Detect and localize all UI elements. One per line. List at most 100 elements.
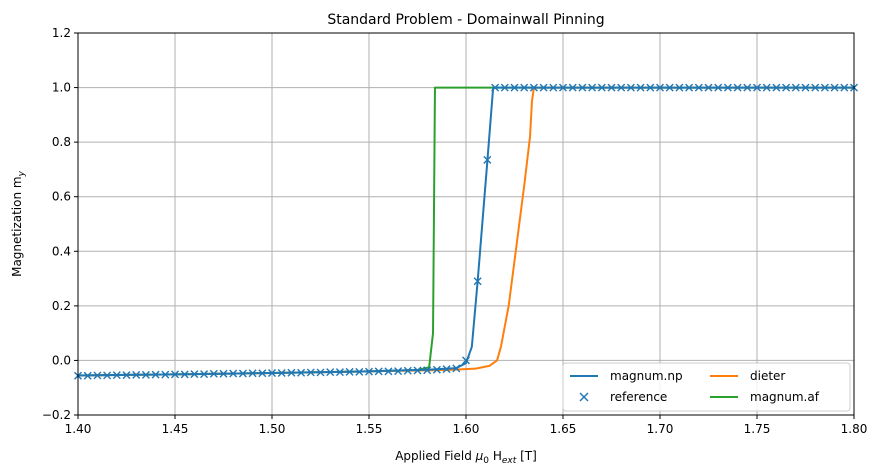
y-tick-label: 1.0 [52,81,71,95]
x-tick-label: 1.80 [841,422,868,436]
y-axis: −0.2 0.0 0.2 0.4 0.6 0.8 1.0 1.2 [42,26,78,422]
reference-marker [483,155,492,164]
y-tick-label: 0.4 [52,244,71,258]
plot-frame [77,32,855,416]
reference-marker [355,367,364,376]
reference-marker [529,83,538,92]
reference-marker [559,83,567,92]
reference-marker [462,356,470,365]
reference-marker [549,83,558,92]
reference-marker [539,83,548,92]
x-tick-label: 1.50 [259,422,286,436]
reference-marker [626,83,635,92]
reference-marker [753,83,761,92]
reference-marker [500,83,509,92]
reference-marker [694,83,703,92]
reference-marker [782,83,791,92]
chart-title: Standard Problem - Domainwall Pinning [327,12,604,28]
legend-box [562,362,851,412]
x-tick-label: 1.65 [550,422,577,436]
reference-marker [723,83,732,92]
reference-marker [607,83,616,92]
reference-marker [840,83,849,92]
reference-marker [811,83,820,92]
y-tick-label: −0.2 [42,408,71,422]
reference-marker [190,370,199,379]
reference-marker [762,83,771,92]
legend-label: dieter [750,369,785,383]
reference-marker [636,83,645,92]
reference-marker [287,368,296,377]
reference-marker [171,370,179,379]
y-tick-label: 1.2 [52,26,71,40]
legend-label: magnum.np [610,369,683,383]
reference-marker [675,83,684,92]
reference-marker [656,83,664,92]
reference-marker [219,369,228,378]
reference-marker [578,83,587,92]
reference-marker [568,83,577,92]
legend-label: magnum.af [750,390,820,404]
y-tick-label: 0.6 [52,190,71,204]
reference-marker [297,368,306,377]
reference-marker [141,370,150,379]
reference-marker [335,368,344,377]
legend-swatch [579,392,589,402]
reference-marker [423,366,432,375]
reference-marker [617,83,626,92]
reference-marker [238,369,247,378]
reference-marker [791,83,800,92]
reference-marker [685,83,694,92]
x-tick-label: 1.75 [744,422,771,436]
y-tick-label: 0.0 [52,353,71,367]
reference-marker [384,367,393,376]
reference-marker [112,371,121,380]
plot-area [74,83,858,380]
reference-marker [432,365,441,374]
reference-marker [413,366,422,375]
reference-marker [200,370,209,379]
series-line-magnum-np [77,86,854,377]
reference-marker [374,367,383,376]
x-axis-label: Applied Field μ0 Hext [T] [395,449,537,466]
reference-marker [801,83,810,92]
reference-marker [248,369,257,378]
reference-marker [151,370,160,379]
reference-marker [258,369,267,378]
y-axis-label: Magnetization my [10,170,27,277]
reference-marker [345,367,354,376]
reference-marker [365,367,373,376]
reference-marker [93,371,102,380]
reference-marker [277,368,286,377]
legend: magnum.np reference dieter magnum.af [562,362,851,412]
reference-marker [714,83,723,92]
reference-marker [743,83,752,92]
reference-marker [122,371,131,380]
reference-marker [665,83,674,92]
x-axis: 1.40 1.45 1.50 1.55 1.60 1.65 1.70 1.75 1.80 [65,415,868,436]
reference-marker [316,368,325,377]
reference-marker [403,366,412,375]
reference-marker [326,368,335,377]
reference-marker [704,83,713,92]
reference-marker [510,83,519,92]
x-tick-label: 1.45 [162,422,189,436]
reference-marker [394,367,403,376]
x-tick-label: 1.70 [647,422,674,436]
reference-marker [588,83,597,92]
reference-marker [161,370,170,379]
reference-marker [520,83,529,92]
y-tick-label: 0.2 [52,299,71,313]
reference-marker [646,83,655,92]
reference-marker [83,371,92,380]
reference-marker [830,83,839,92]
x-tick-label: 1.40 [65,422,92,436]
reference-marker [229,369,238,378]
x-tick-label: 1.55 [356,422,383,436]
reference-marker [209,369,218,378]
x-tick-label: 1.60 [453,422,480,436]
reference-marker [772,83,781,92]
reference-marker [132,370,141,379]
reference-marker [820,83,829,92]
